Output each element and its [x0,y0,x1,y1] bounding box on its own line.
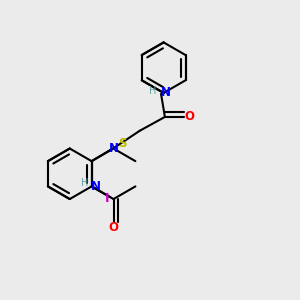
Text: S: S [118,136,127,149]
Text: N: N [91,180,101,193]
Text: O: O [185,110,195,123]
Text: H: H [148,86,156,96]
Text: H: H [81,178,89,188]
Text: N: N [160,86,171,99]
Text: O: O [109,220,118,234]
Text: I: I [105,192,110,205]
Text: N: N [109,142,118,155]
